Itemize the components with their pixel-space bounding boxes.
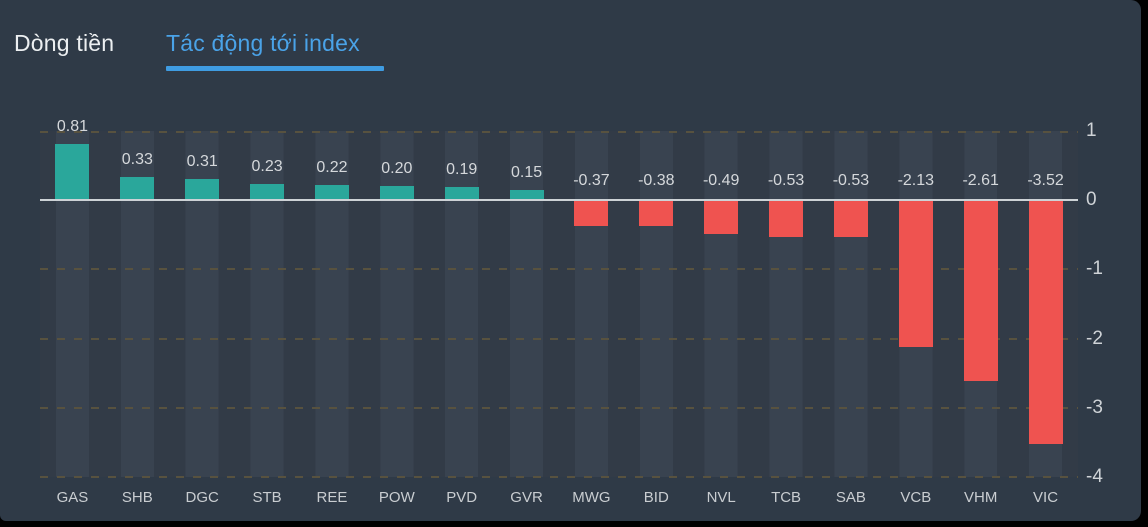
x-axis: GAS SHB DGC STB REE POW PVD GVR MWG BID NVL TCB SAB V… <box>40 487 1078 509</box>
bar-TCB[interactable] <box>769 200 804 238</box>
x-tick-SAB[interactable]: SAB <box>835 489 866 506</box>
gridline--3 <box>40 406 1078 409</box>
y-tick--3: -3 <box>1086 396 1103 418</box>
gridline--2 <box>40 337 1078 340</box>
value-label-BID: -0.38 <box>638 172 675 190</box>
tab-tac-dong-toi-index[interactable]: Tác động tới index <box>166 30 360 56</box>
x-tick-DGC[interactable]: DGC <box>185 489 219 506</box>
bar-VCB[interactable] <box>898 200 933 348</box>
bar-BID[interactable] <box>639 200 674 227</box>
active-tab-underline <box>166 66 384 71</box>
x-tick-VIC[interactable]: VIC <box>1033 489 1059 506</box>
value-label-GVR: 0.15 <box>510 164 543 182</box>
y-tick--1: -1 <box>1086 258 1103 280</box>
bar-MWG[interactable] <box>574 200 609 227</box>
x-tick-BID[interactable]: BID <box>643 489 669 506</box>
x-tick-REE[interactable]: REE <box>316 489 348 506</box>
x-tick-GAS[interactable]: GAS <box>56 489 89 506</box>
value-label-NVL: -0.49 <box>702 172 740 190</box>
y-tick-0: 0 <box>1086 189 1097 211</box>
bar-SHB[interactable] <box>120 177 155 201</box>
x-tick-VHM[interactable]: VHM <box>964 489 998 506</box>
x-tick-PVD[interactable]: PVD <box>446 489 478 506</box>
bar-SAB[interactable] <box>833 200 868 238</box>
x-tick-GVR[interactable]: GVR <box>510 489 543 506</box>
bar-NVL[interactable] <box>704 200 739 235</box>
value-label-SHB: 0.33 <box>121 151 153 169</box>
value-label-STB: 0.23 <box>251 158 283 176</box>
x-tick-MWG[interactable]: MWG <box>572 489 611 506</box>
y-tick--2: -2 <box>1086 327 1103 349</box>
y-tick--4: -4 <box>1086 466 1103 487</box>
x-tick-TCB[interactable]: TCB <box>771 489 802 506</box>
value-label-PVD: 0.19 <box>446 161 478 179</box>
bar-VHM[interactable] <box>963 200 998 382</box>
gridline--4 <box>40 476 1078 478</box>
zero-line <box>40 199 1078 202</box>
value-label-POW: 0.20 <box>381 160 413 178</box>
x-tick-VCB[interactable]: VCB <box>900 489 932 506</box>
index-impact-bar-chart: 0.81 0.33 0.31 0.23 0.22 0.20 0.19 0.15 -0.37 -0.… <box>40 118 1078 478</box>
x-tick-NVL[interactable]: NVL <box>706 489 736 506</box>
value-label-GAS: 0.81 <box>56 118 88 136</box>
bar-DGC[interactable] <box>185 179 220 201</box>
value-label-REE: 0.22 <box>316 159 348 177</box>
bar-GVR[interactable] <box>509 190 544 201</box>
y-axis: 1 0 -1 -2 -3 -4 <box>1086 0 1141 521</box>
gridline-1 <box>40 131 1078 133</box>
x-tick-POW[interactable]: POW <box>378 489 415 506</box>
tab-dong-tien[interactable]: Dòng tiền <box>14 30 115 56</box>
bar-PVD[interactable] <box>444 187 479 201</box>
x-tick-STB[interactable]: STB <box>252 489 282 506</box>
value-label-VIC: -3.52 <box>1027 172 1064 190</box>
y-tick-1: 1 <box>1086 120 1097 141</box>
bar-GAS[interactable] <box>55 144 90 201</box>
value-label-MWG: -0.37 <box>573 172 610 190</box>
gridline--1 <box>40 268 1078 271</box>
value-label-VHM: -2.61 <box>962 172 999 190</box>
value-label-SAB: -0.53 <box>832 172 870 190</box>
value-label-DGC: 0.31 <box>186 153 218 171</box>
bar-VIC[interactable] <box>1028 200 1063 445</box>
value-label-TCB: -0.53 <box>767 172 805 190</box>
value-label-VCB: -2.13 <box>897 172 935 190</box>
x-tick-SHB[interactable]: SHB <box>121 489 153 506</box>
bar-REE[interactable] <box>314 185 349 201</box>
bar-STB[interactable] <box>250 184 285 201</box>
bar-POW[interactable] <box>379 186 414 201</box>
